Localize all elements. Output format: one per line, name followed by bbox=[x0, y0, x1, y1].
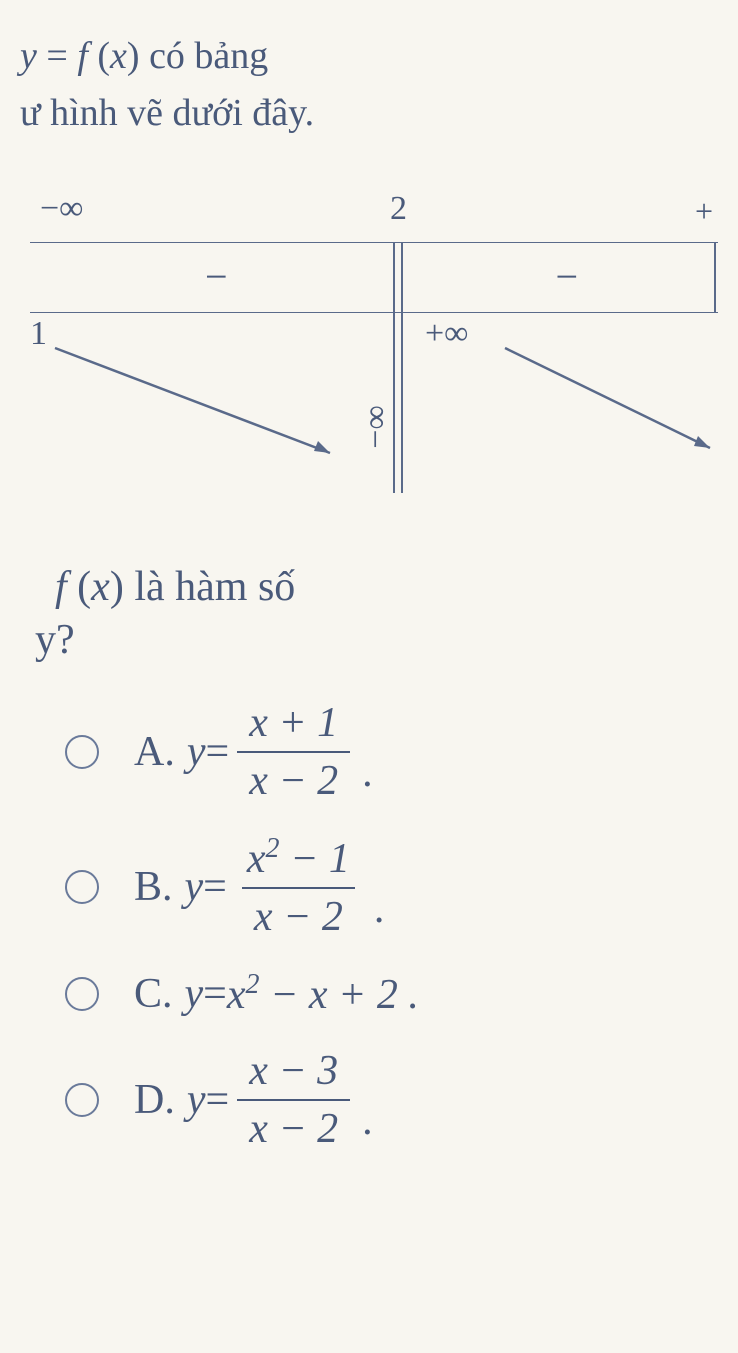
q-paren-close: ) bbox=[110, 564, 135, 610]
b-dot: . bbox=[374, 885, 385, 933]
eq-equals: = bbox=[37, 35, 77, 77]
radio-a[interactable] bbox=[65, 735, 99, 769]
d-fraction: x − 3 x − 2 bbox=[237, 1047, 350, 1153]
a-y: y bbox=[187, 728, 206, 776]
label-c: C. bbox=[134, 970, 173, 1018]
variation-table: −∞ 2 + − − 1 −∞ +∞ bbox=[20, 185, 718, 493]
value-pos-inf: +∞ bbox=[425, 315, 468, 353]
sign-minus-2: − bbox=[555, 253, 578, 300]
option-a-text: A. y = x + 1 x − 2 . bbox=[134, 699, 373, 805]
d-dot: . bbox=[362, 1097, 373, 1145]
table-header-row: −∞ 2 + bbox=[30, 185, 718, 243]
b-eq: = bbox=[203, 863, 227, 911]
a-num: x + 1 bbox=[237, 699, 350, 751]
option-d-row[interactable]: D. y = x − 3 x − 2 . bbox=[55, 1047, 718, 1153]
q-x: x bbox=[91, 564, 110, 610]
d-y: y bbox=[187, 1076, 206, 1124]
label-a: A. bbox=[134, 728, 175, 776]
eq-x: x bbox=[110, 35, 127, 77]
table-right-divider bbox=[714, 243, 716, 313]
q-f: f bbox=[55, 564, 67, 610]
d-den: x − 2 bbox=[237, 1099, 350, 1153]
q-suffix: là hàm số bbox=[134, 564, 295, 610]
question-suffix: có bảng bbox=[149, 35, 268, 77]
value-one: 1 bbox=[30, 315, 47, 353]
sign-minus-1: − bbox=[205, 253, 228, 300]
b-fraction: x2 − 1 x − 2 bbox=[235, 833, 362, 941]
question-line-2: ư hình vẽ dưới đây. bbox=[20, 91, 718, 135]
option-c-text: C. y = x2 − x + 2 . bbox=[134, 969, 419, 1019]
eq-paren-open: ( bbox=[88, 35, 110, 77]
arrow-right bbox=[500, 343, 738, 473]
label-d: D. bbox=[134, 1076, 175, 1124]
question-y: y? bbox=[35, 616, 718, 664]
question-function-text: f (x) là hàm số bbox=[55, 563, 718, 611]
label-b: B. bbox=[134, 863, 173, 911]
header-right-mark: + bbox=[695, 193, 713, 230]
option-b-row[interactable]: B. y = x2 − 1 x − 2 . bbox=[55, 833, 718, 941]
table-value-row: 1 −∞ +∞ bbox=[30, 313, 718, 493]
radio-c[interactable] bbox=[65, 977, 99, 1011]
a-dot: . bbox=[362, 749, 373, 797]
option-d-text: D. y = x − 3 x − 2 . bbox=[134, 1047, 373, 1153]
radio-b[interactable] bbox=[65, 870, 99, 904]
c-eq: = bbox=[203, 970, 227, 1018]
table-double-divider bbox=[390, 243, 406, 493]
eq-y: y bbox=[20, 35, 37, 77]
c-y: y bbox=[185, 970, 204, 1018]
d-eq: = bbox=[206, 1076, 230, 1124]
eq-f: f bbox=[77, 35, 88, 77]
b-den: x − 2 bbox=[242, 887, 355, 941]
d-num: x − 3 bbox=[237, 1047, 350, 1099]
c-expr: x2 − x + 2 . bbox=[227, 969, 419, 1019]
a-fraction: x + 1 x − 2 bbox=[237, 699, 350, 805]
question-line-1: y = f (x) có bảng bbox=[20, 30, 718, 83]
a-den: x − 2 bbox=[237, 751, 350, 805]
option-a-row[interactable]: A. y = x + 1 x − 2 . bbox=[55, 699, 718, 805]
radio-d[interactable] bbox=[65, 1083, 99, 1117]
header-neg-inf: −∞ bbox=[40, 190, 83, 228]
option-c-row[interactable]: C. y = x2 − x + 2 . bbox=[55, 969, 718, 1019]
table-sign-row: − − bbox=[30, 243, 718, 313]
question-bottom: f (x) là hàm số y? A. y = x + 1 x − 2 . … bbox=[20, 563, 718, 1153]
eq-paren-close: ) bbox=[127, 35, 149, 77]
arrow-left bbox=[50, 343, 360, 473]
b-y: y bbox=[185, 863, 204, 911]
q-paren-open: ( bbox=[67, 564, 92, 610]
header-two: 2 bbox=[390, 190, 407, 228]
b-num: x2 − 1 bbox=[235, 833, 362, 887]
option-b-text: B. y = x2 − 1 x − 2 . bbox=[134, 833, 384, 941]
a-eq: = bbox=[206, 728, 230, 776]
